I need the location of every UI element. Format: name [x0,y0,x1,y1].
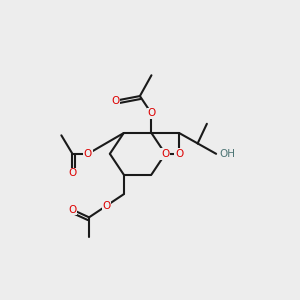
Text: O: O [84,149,92,159]
Text: O: O [161,149,170,159]
Text: O: O [147,108,156,118]
Text: OH: OH [219,149,235,159]
Text: O: O [68,168,76,178]
Text: O: O [68,205,76,215]
Text: O: O [102,201,110,211]
Text: O: O [112,96,120,106]
Text: O: O [175,149,183,159]
